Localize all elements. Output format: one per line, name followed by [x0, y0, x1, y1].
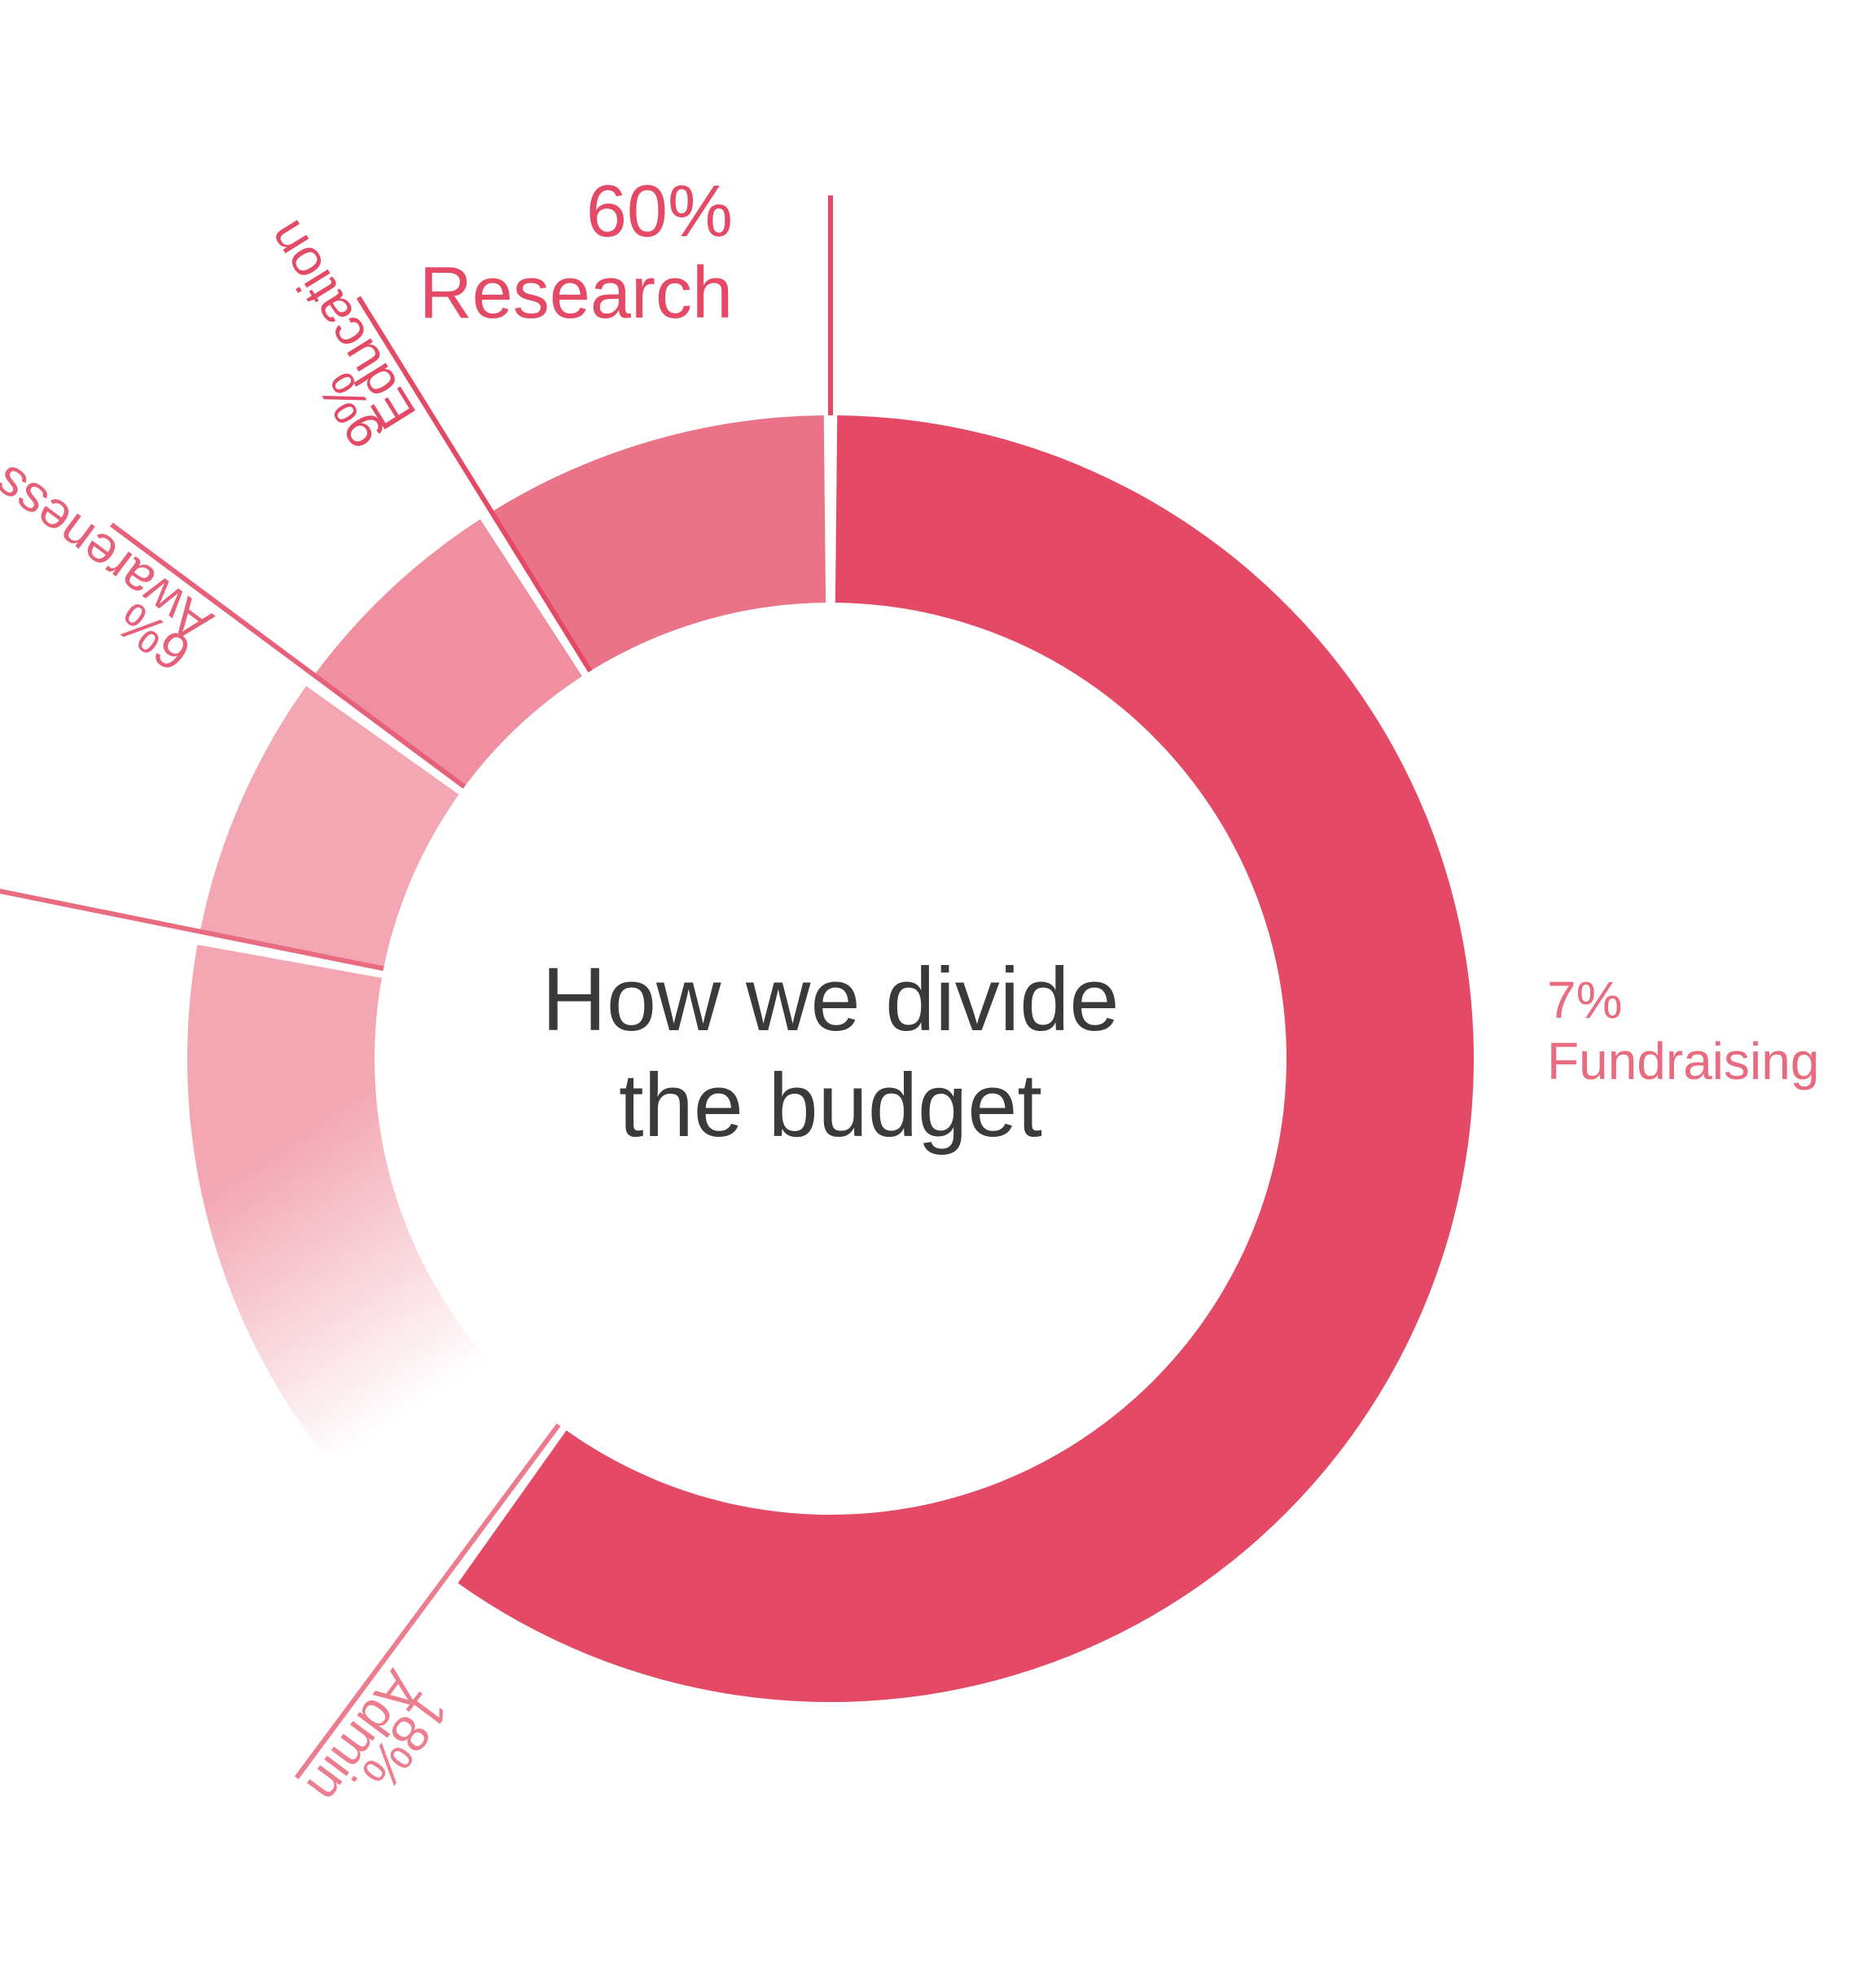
- slice-label-education: 9%Education: [255, 211, 427, 458]
- slice-pct-fundraising: 7%: [1547, 971, 1623, 1029]
- slice-pct-research: 60%: [586, 171, 733, 252]
- slice-cat-fundraising: Fundraising: [1547, 1032, 1819, 1090]
- chart-center-title: How we dividethe budget: [541, 950, 1119, 1156]
- center-title-line2: the budget: [619, 1055, 1042, 1156]
- center-title-line1: How we divide: [541, 950, 1119, 1050]
- slice-cat-research: Research: [419, 252, 733, 334]
- donut-chart-svg: How we dividethe budget 60%Research 18%Adm…: [0, 0, 1876, 1961]
- slice-label-awareness: 6%Awareness: [0, 454, 222, 682]
- slice-admin: [187, 945, 559, 1575]
- slice-cat-awareness: Awareness: [0, 454, 222, 654]
- slice-label-admin: 18%Admin: [296, 1660, 459, 1814]
- donut-chart-container: How we dividethe budget 60%Research 18%Adm…: [0, 0, 1876, 1961]
